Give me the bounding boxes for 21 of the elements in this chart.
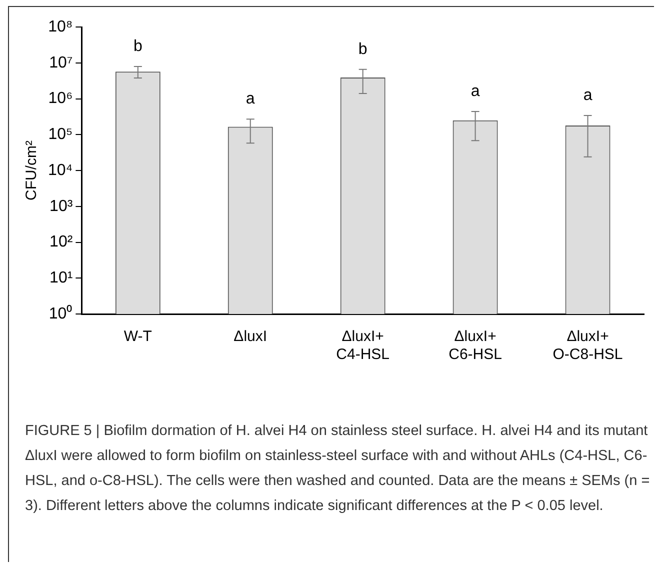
data-label: a [246,90,255,108]
y-tick-label: 10³ [50,198,74,215]
y-tick-label: 10¹ [50,270,73,287]
x-tick-label: ΔluxI [234,328,268,346]
x-tick-label: ΔluxI+ C6-HSL [448,328,502,364]
y-tick-label: 10⁰ [48,304,73,322]
y-tick-label: 10² [50,234,74,251]
y-tick-label: 10⁶ [48,90,73,108]
data-label: b [133,38,142,55]
y-tick-label: 10⁵ [48,126,73,144]
y-tick-label: 10⁸ [48,18,73,36]
caption: FIGURE 5 | Biofilm dormation of H. alvei H4 on stainless steel surface. H. alvei H4 and its mutant ΔluxI were allowed to form biofilm on stainless-steel surface with and without AHLs (C4-HSL, C6-HSL, and o-C8-HSL). The cells were then washed and counted. Data are the means ± SEMs (n = 3). Different letters above the columns indicate significant differences at the P < 0.05 level. [25,422,651,516]
y-tick-label: 10⁷ [49,54,73,72]
x-tick-label: ΔluxI+ C4-HSL [336,328,390,364]
x-tick-label: W-T [124,328,152,346]
x-tick-label: ΔluxI+ O-C8-HSL [552,328,623,364]
data-label: a [583,86,592,104]
y-tick-label: 10⁴ [48,162,73,179]
data-label: b [358,40,368,58]
data-label: a [470,82,480,100]
y-axis-title: CFU/cm² [23,140,40,200]
